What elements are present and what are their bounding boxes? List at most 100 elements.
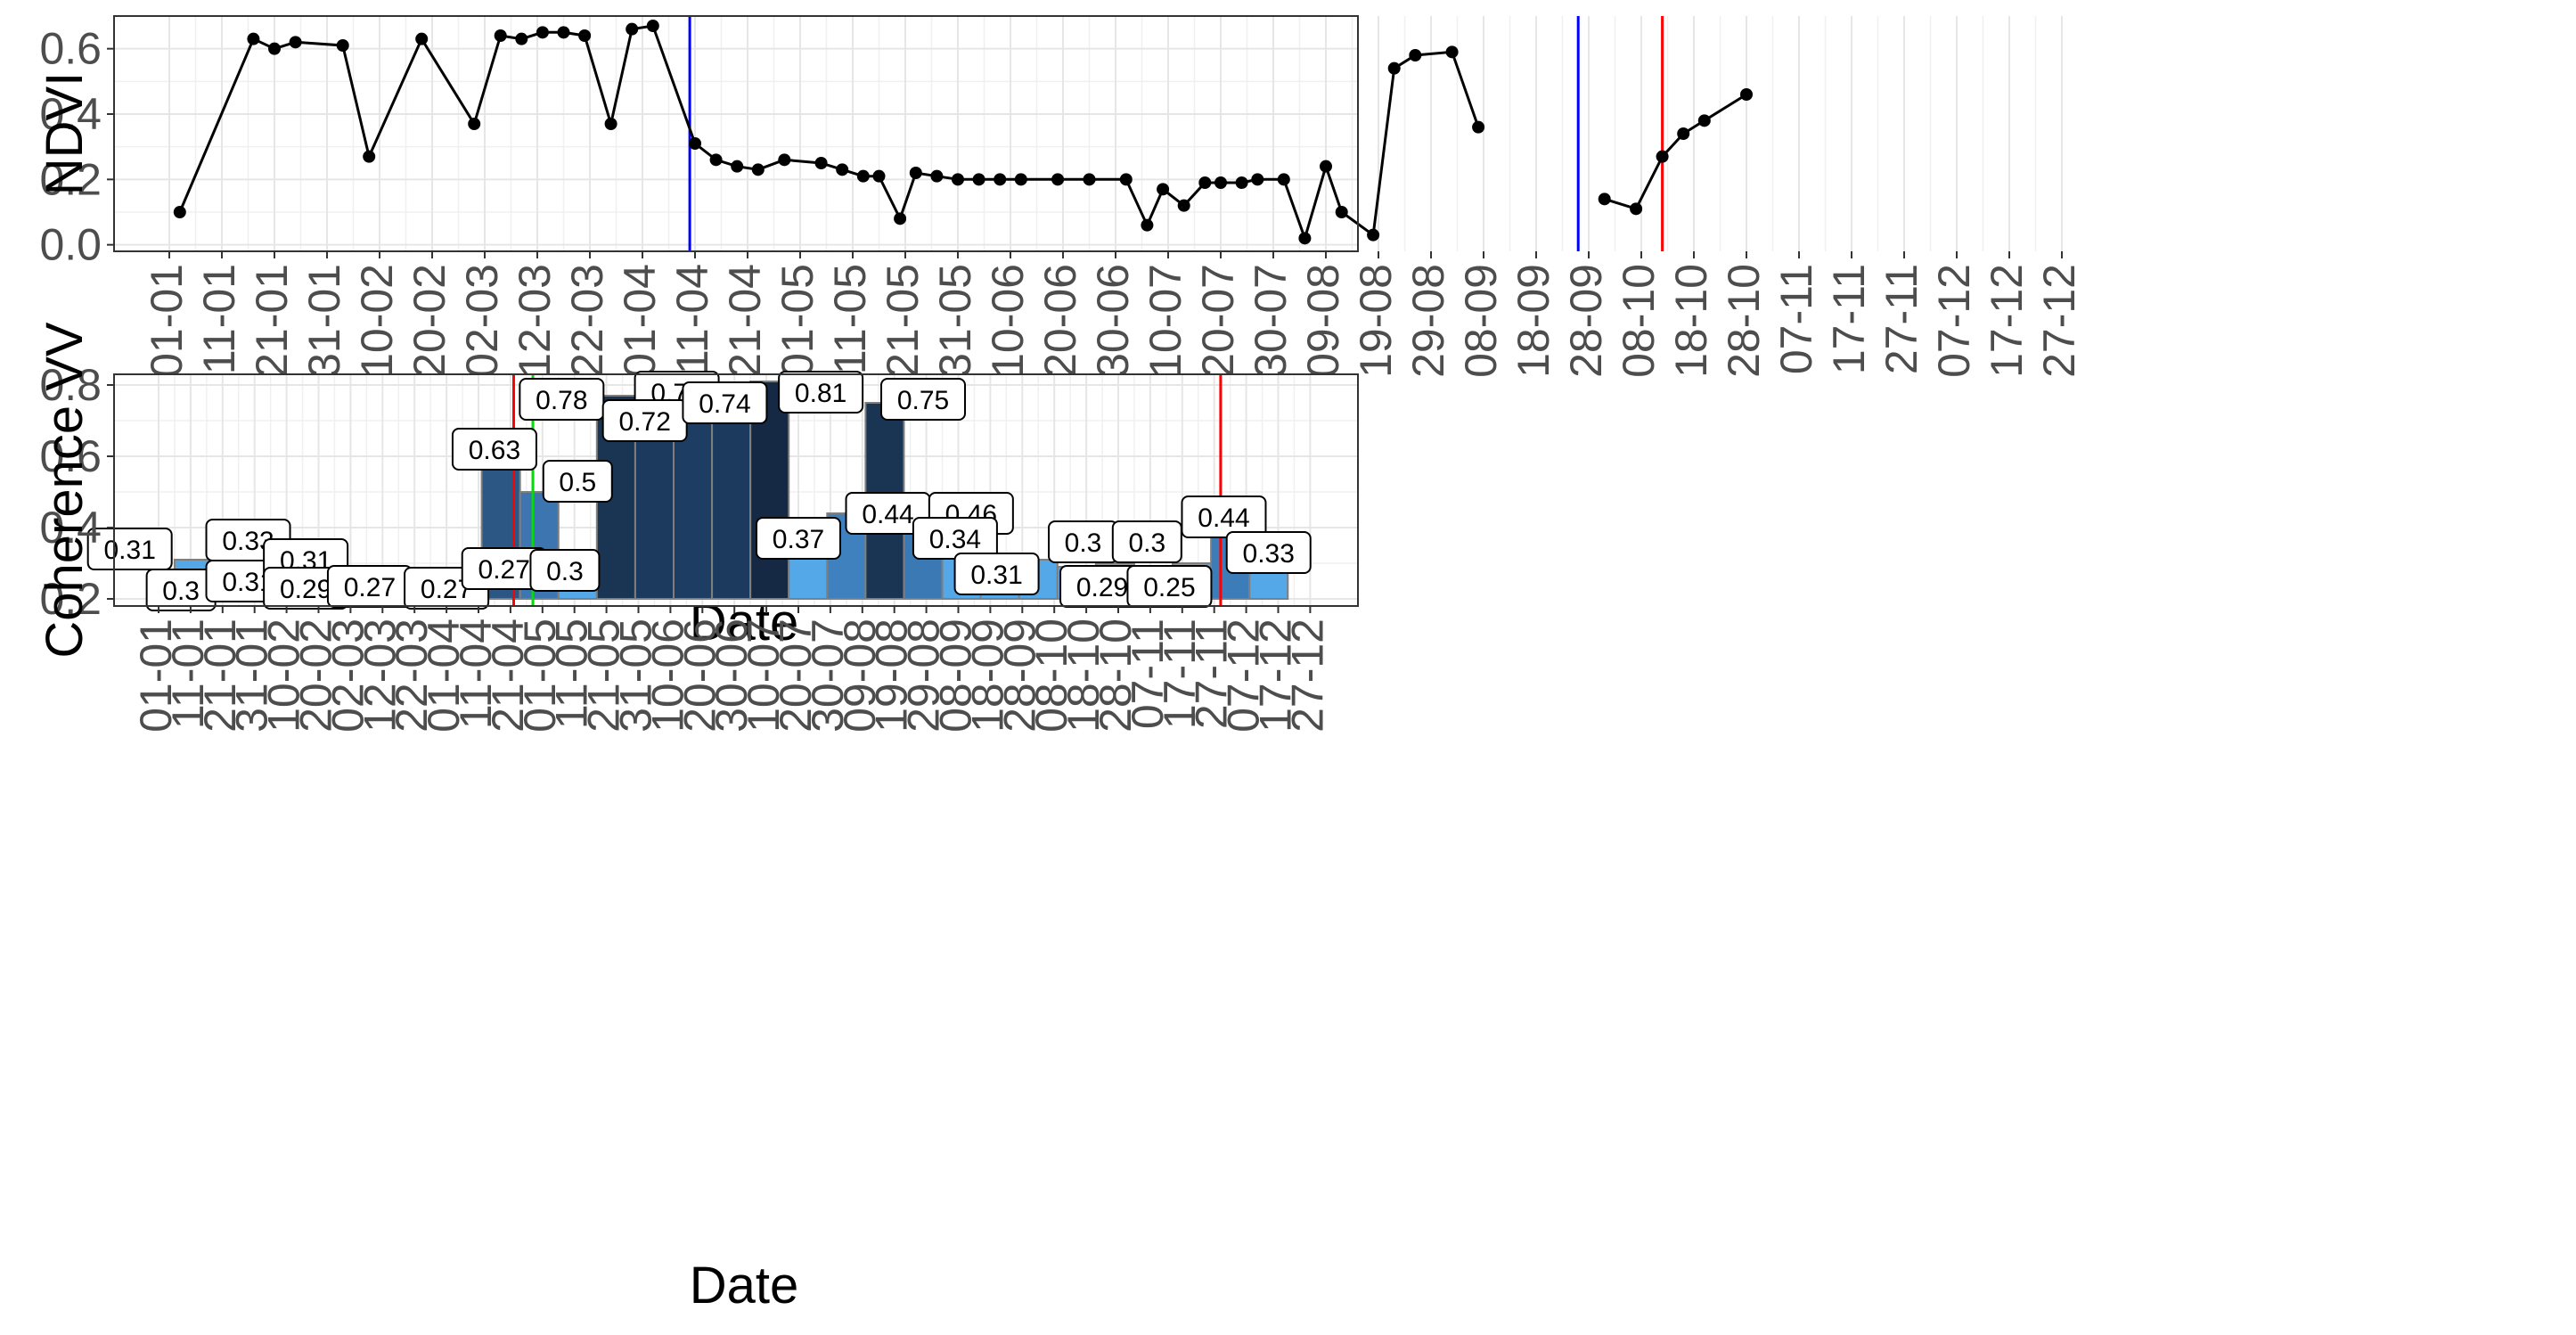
ndvi-x-tick-label: 30-07	[1246, 264, 1296, 378]
coherence-y-tick-label: 0.4	[39, 503, 102, 553]
ndvi-x-tick-label: 08-09	[1456, 264, 1506, 378]
ndvi-point	[604, 118, 617, 130]
ndvi-point	[515, 32, 528, 45]
coherence-x-tick-label: 18-09	[962, 618, 1012, 733]
ndvi-point	[468, 118, 481, 130]
ndvi-point	[247, 32, 260, 45]
ndvi-x-tick-label: 10-02	[352, 264, 402, 378]
coherence-x-tick-label: 20-07	[771, 618, 821, 733]
value-label: 0.81	[795, 379, 846, 408]
coherence-y-tick-label: 0.8	[39, 360, 102, 410]
ndvi-x-tick-label: 01-04	[615, 264, 665, 378]
ndvi-x-tick-label: 09-08	[1298, 264, 1348, 378]
value-label-box	[529, 549, 601, 592]
ndvi-point	[709, 153, 723, 167]
value-label-box	[756, 517, 841, 560]
ndvi-point	[836, 163, 849, 176]
coherence-y-tick-label: 0.6	[39, 431, 102, 481]
ndvi-point	[1277, 173, 1290, 186]
ndvi-point	[557, 26, 570, 39]
value-label-box	[542, 460, 613, 503]
coherence-x-tick-label: 10-06	[642, 618, 692, 733]
ndvi-x-tick-label: 18-10	[1666, 264, 1716, 378]
ndvi-x-tick-label: 11-04	[667, 264, 717, 374]
value-label: 0.78	[536, 386, 587, 415]
ndvi-reference-lines	[688, 16, 1664, 251]
ndvi-x-tick-label: 20-02	[405, 264, 454, 378]
coherence-x-tick-label: 20-06	[675, 618, 724, 733]
value-label-box	[451, 428, 537, 471]
ndvi-point	[1445, 45, 1459, 59]
coherence-x-tick-label: 11-04	[451, 618, 501, 729]
coherence-x-tick-label: 27-12	[1282, 618, 1332, 733]
ndvi-point	[578, 29, 592, 42]
ndvi-x-tick-label: 10-07	[1141, 264, 1190, 378]
coherence-x-tick-label: 22-03	[387, 618, 437, 733]
ndvi-series	[173, 20, 1753, 245]
coherence-x-tick-label: 19-08	[867, 618, 917, 733]
ndvi-point	[1320, 160, 1332, 173]
ndvi-x-tick-label: 01-01	[142, 264, 192, 378]
coherence-panel-border	[113, 373, 1359, 607]
ndvi-point	[1235, 176, 1248, 189]
ndvi-point	[646, 20, 659, 32]
coherence-x-tick-label: 17-11	[1155, 618, 1205, 729]
ndvi-point	[930, 169, 944, 183]
ndvi-point	[268, 42, 281, 55]
coherence-x-tick-label: 27-11	[1187, 618, 1237, 729]
ndvi-x-tick-label: 20-07	[1193, 264, 1243, 378]
coherence-x-tick-label: 01-05	[515, 618, 565, 733]
value-label: 0.29	[1076, 573, 1128, 602]
coherence-x-tick-label: 31-01	[227, 618, 277, 733]
coherence-x-tick-label: 28-09	[994, 618, 1044, 733]
coherence-x-tick-label: 29-08	[899, 618, 949, 733]
coherence-x-tick-label: 08-10	[1026, 618, 1076, 733]
value-label: 0.27	[478, 555, 530, 585]
ndvi-point	[1677, 127, 1690, 140]
coherence-x-tick-label: 01-04	[419, 618, 469, 733]
value-label: 0.37	[773, 525, 824, 554]
ndvi-x-tick-label: 22-03	[562, 264, 612, 378]
ndvi-point	[1177, 199, 1190, 212]
ndvi-point	[778, 153, 791, 167]
ndvi-x-tick-label: 07-11	[1771, 264, 1821, 374]
value-label-box	[519, 378, 605, 421]
value-label: 0.44	[862, 500, 913, 529]
ndvi-point	[494, 29, 507, 42]
ndvi-panel: 0.00.20.40.6 01-01 11-01 21-01 31-01 10-02 20…	[36, 15, 2084, 651]
ndvi-point	[1598, 192, 1611, 206]
ndvi-point	[1656, 150, 1669, 163]
ndvi-x-tick-label: 21-05	[878, 264, 928, 378]
ndvi-x-tick-label: 30-06	[1088, 264, 1138, 378]
value-label: 0.44	[1198, 504, 1249, 533]
value-label-box	[1181, 496, 1267, 538]
ndvi-x-tick-label: 18-09	[1509, 264, 1558, 378]
ndvi-x-tick-label: 01-05	[773, 264, 822, 378]
ndvi-point	[536, 26, 549, 39]
value-label: 0.29	[280, 575, 331, 604]
coherence-x-tick-label: 30-07	[803, 618, 853, 733]
ndvi-point	[1014, 173, 1027, 186]
value-label: 0.31	[103, 536, 155, 565]
ndvi-x-tick-label: 08-10	[1614, 264, 1664, 378]
coherence-panel: 0.310.30.330.310.310.29 0.27 0.270.630.270…	[36, 322, 1359, 1315]
value-label: 0.25	[1143, 573, 1195, 602]
ndvi-x-tick-label: 27-11	[1877, 264, 1926, 374]
ndvi-point	[1157, 183, 1170, 196]
ndvi-point	[1141, 218, 1154, 232]
ndvi-x-tick-label: 29-08	[1403, 264, 1453, 378]
value-label-box	[682, 381, 768, 424]
coherence-x-tick-label: 01-01	[131, 618, 181, 733]
value-label: 0.3	[1065, 528, 1102, 558]
ndvi-point	[1387, 61, 1401, 75]
value-label: 0.72	[618, 407, 670, 437]
ndvi-panel-border	[113, 15, 1359, 252]
value-label: 0.34	[929, 525, 981, 554]
value-label: 0.3	[1128, 528, 1165, 558]
coherence-x-tick-label: 18-10	[1059, 618, 1108, 733]
ndvi-x-tick-label: 02-03	[457, 264, 507, 378]
ndvi-x-tick-label: 11-01	[194, 264, 244, 374]
ndvi-point	[363, 150, 376, 163]
ndvi-point	[1251, 173, 1264, 186]
